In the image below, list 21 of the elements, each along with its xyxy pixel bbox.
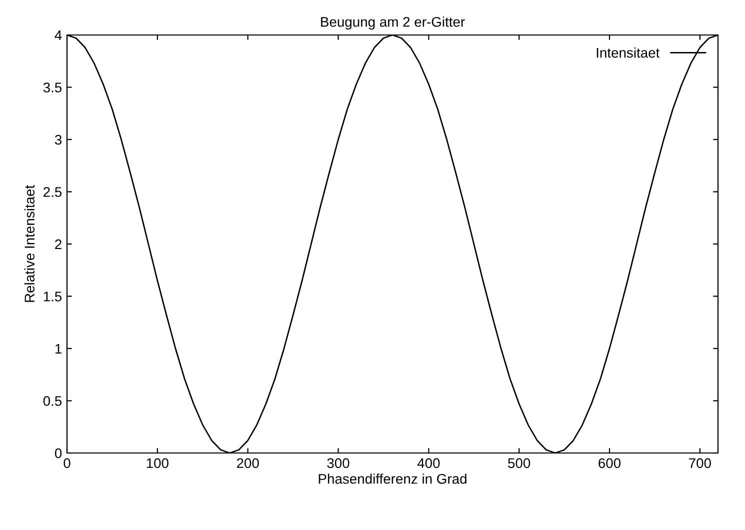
x-tick-label: 300 [327,458,350,468]
y-tick-label: 0.5 [43,396,62,406]
x-tick-label: 100 [146,458,168,468]
x-axis-title: Phasendifferenz in Grad [318,474,466,484]
x-tick-label: 0 [64,458,70,468]
y-tick-label: 1 [55,344,62,354]
y-tick-label: 3.5 [43,82,62,92]
chart-title: Beugung am 2 er-Gitter [321,16,465,30]
x-tick-label: 400 [417,458,440,468]
y-tick-label: 4 [54,30,62,40]
y-tick-label: 1.5 [44,292,62,302]
y-tick-label: 0 [54,448,62,458]
y-axis-title: Relative Intensitaet [24,185,35,302]
y-tick-label: 2.5 [44,187,62,197]
x-tick-label: 600 [598,458,621,468]
y-tick-label: 3 [54,134,62,145]
legend-label: Intensitaet [596,48,660,58]
x-tick-label: 500 [508,458,530,468]
x-tick-label: 200 [236,458,259,468]
x-tick-label: 700 [689,458,711,468]
y-tick-label: 2 [55,239,62,250]
